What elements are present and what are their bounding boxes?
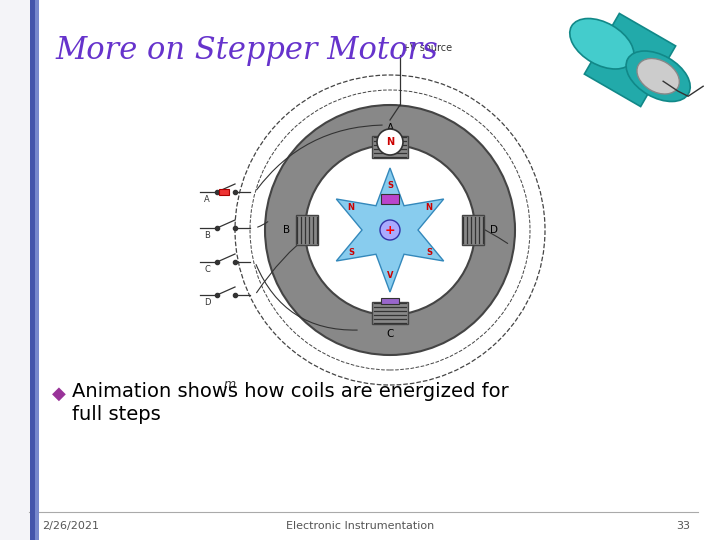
Text: m: m: [224, 379, 236, 392]
Polygon shape: [336, 168, 444, 292]
Bar: [35, 0, 39, 540]
Text: D: D: [204, 298, 210, 307]
Text: C: C: [204, 265, 210, 274]
FancyBboxPatch shape: [296, 215, 318, 245]
Text: Electronic Instrumentation: Electronic Instrumentation: [286, 521, 434, 531]
Text: A: A: [204, 195, 210, 204]
FancyBboxPatch shape: [381, 194, 399, 204]
Text: B: B: [283, 225, 290, 235]
Ellipse shape: [637, 58, 680, 94]
FancyBboxPatch shape: [381, 298, 399, 304]
Ellipse shape: [265, 105, 515, 355]
Text: N: N: [348, 203, 354, 212]
FancyBboxPatch shape: [219, 189, 229, 195]
Text: C: C: [387, 329, 394, 339]
Text: A: A: [387, 123, 394, 133]
Polygon shape: [585, 14, 675, 106]
Text: D: D: [490, 225, 498, 235]
Text: ◆: ◆: [52, 385, 66, 403]
Circle shape: [380, 220, 400, 240]
Text: N: N: [426, 203, 433, 212]
FancyBboxPatch shape: [462, 215, 484, 245]
FancyBboxPatch shape: [372, 302, 408, 324]
Text: More on Stepper Motors: More on Stepper Motors: [55, 35, 438, 66]
Ellipse shape: [305, 145, 475, 315]
Text: V: V: [387, 271, 393, 280]
FancyBboxPatch shape: [30, 0, 720, 540]
Text: S: S: [426, 248, 432, 257]
FancyBboxPatch shape: [372, 136, 408, 158]
Circle shape: [377, 129, 403, 155]
Text: B: B: [204, 231, 210, 240]
Text: S: S: [348, 248, 354, 257]
Text: N: N: [386, 137, 394, 147]
Ellipse shape: [570, 18, 634, 69]
Text: +: +: [384, 224, 395, 237]
Text: Animation shows how coils are energized for: Animation shows how coils are energized …: [72, 382, 509, 401]
Text: +V source: +V source: [402, 43, 452, 53]
Text: S: S: [387, 180, 393, 190]
Text: 33: 33: [676, 521, 690, 531]
Text: 2/26/2021: 2/26/2021: [42, 521, 99, 531]
Text: full steps: full steps: [72, 405, 161, 424]
Ellipse shape: [626, 51, 690, 102]
Bar: [30, 0, 35, 540]
